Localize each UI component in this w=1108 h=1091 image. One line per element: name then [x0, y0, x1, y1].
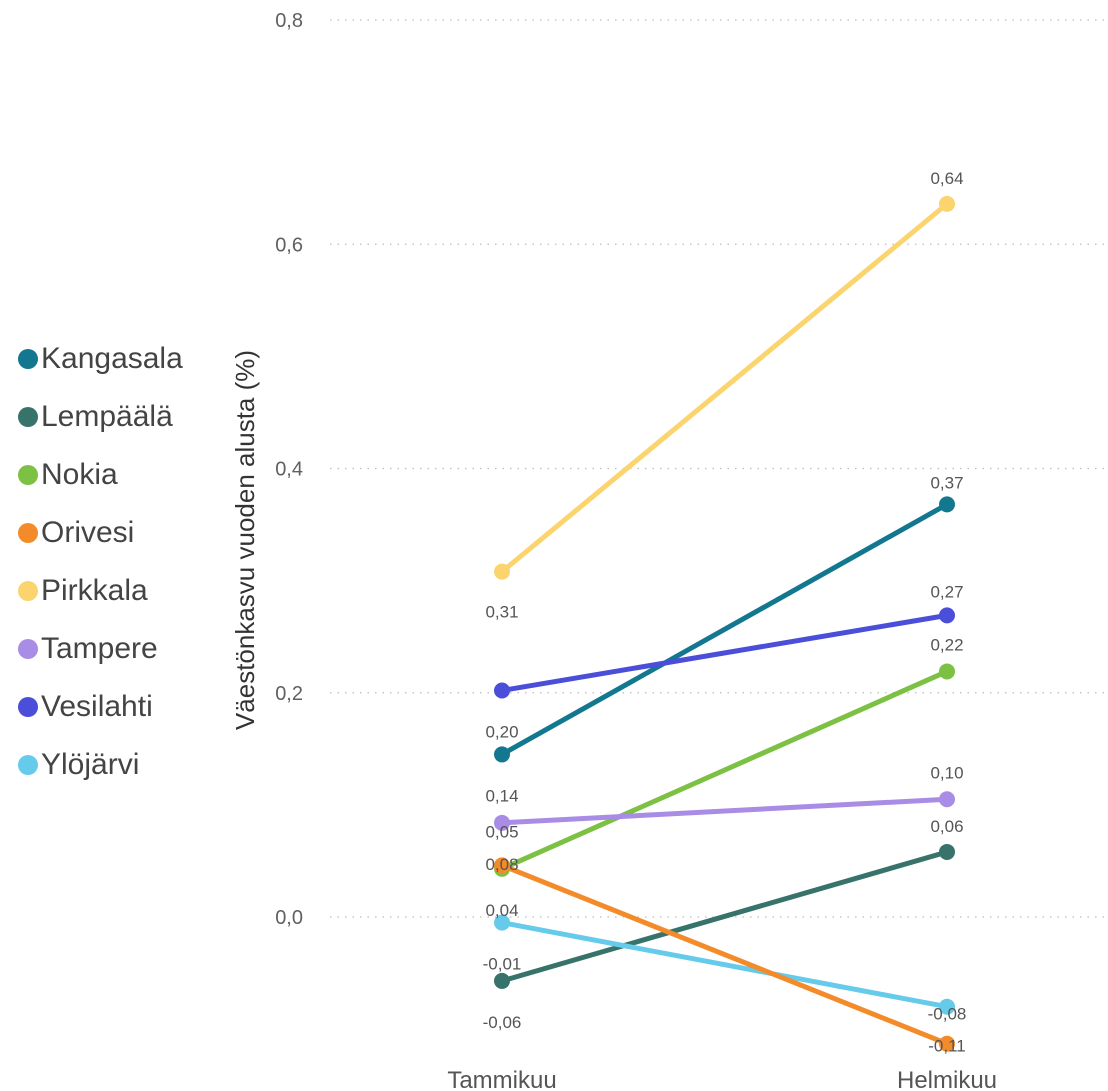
data-point[interactable]: [494, 746, 510, 763]
gridlines: [330, 19, 1108, 918]
legend-marker-tampere: [18, 639, 38, 659]
legend-item-kangasala[interactable]: Kangasala: [18, 330, 183, 388]
data-point[interactable]: [939, 195, 955, 212]
data-point[interactable]: [494, 563, 510, 580]
legend-label-vesilahti: Vesilahti: [41, 690, 153, 723]
legend-item-lempaala[interactable]: Lempäälä: [18, 388, 183, 446]
series-line: [499, 862, 950, 1047]
legend-marker-kangasala: [18, 349, 38, 369]
legend-label-orivesi: Orivesi: [41, 516, 135, 549]
data-point[interactable]: [494, 914, 510, 931]
data-label: 0,14: [485, 786, 518, 805]
data-point[interactable]: [494, 814, 510, 831]
y-axis-ticks: 0,0 0,2 0,4 0,6 0,8: [275, 10, 303, 929]
series-kangasala: [494, 496, 955, 763]
y-tick-label: 0,0: [275, 907, 303, 929]
y-axis-title: Väestönkasvu vuoden alusta (%): [230, 350, 260, 730]
legend-item-pirkkala[interactable]: Pirkkala: [18, 562, 183, 620]
data-label: 0,27: [930, 582, 963, 601]
legend-item-tampere[interactable]: Tampere: [18, 620, 183, 678]
y-tick-label: 0,8: [275, 10, 303, 32]
legend: Kangasala Lempäälä Nokia Orivesi Pirkkal…: [18, 330, 183, 794]
legend-item-ylojarvi[interactable]: Ylöjärvi: [18, 736, 183, 794]
data-point[interactable]: [939, 791, 955, 808]
legend-item-orivesi[interactable]: Orivesi: [18, 504, 183, 562]
legend-marker-lempaala: [18, 407, 38, 427]
x-axis-ticks: Tammikuu Helmikuu: [447, 1067, 997, 1091]
series-ylöjärvi: [494, 914, 955, 1015]
series-line: [499, 201, 950, 575]
series-vesilahti: [494, 607, 955, 699]
data-point[interactable]: [939, 496, 955, 513]
data-label: 0,64: [930, 169, 963, 188]
x-tick-label: Tammikuu: [447, 1067, 556, 1091]
series-line: [499, 796, 950, 826]
data-label: 0,22: [930, 635, 963, 654]
series-lempäälä: [494, 843, 955, 989]
data-point[interactable]: [939, 998, 955, 1015]
legend-marker-orivesi: [18, 523, 38, 543]
data-point[interactable]: [939, 607, 955, 624]
series-tampere: [494, 791, 955, 831]
series-nokia: [494, 663, 955, 877]
data-label: -0,11: [928, 1037, 966, 1056]
series-line: [499, 668, 950, 872]
series-line: [499, 920, 950, 1010]
legend-marker-ylojarvi: [18, 755, 38, 775]
data-label: 0,20: [485, 723, 518, 742]
legend-marker-nokia: [18, 465, 38, 485]
legend-label-tampere: Tampere: [41, 632, 158, 665]
data-labels: 0,14 0,37 -0,06 0,06 0,04 0,22 0,05 -0,11 0,31 0,…: [483, 169, 967, 1056]
series-lines: [494, 195, 955, 1052]
series-line: [499, 849, 950, 984]
legend-item-nokia[interactable]: Nokia: [18, 446, 183, 504]
legend-label-nokia: Nokia: [41, 458, 118, 491]
data-point[interactable]: [939, 1035, 955, 1052]
legend-marker-pirkkala: [18, 581, 38, 601]
legend-marker-vesilahti: [18, 697, 38, 717]
data-label: -0,01: [483, 955, 522, 974]
data-label: 0,05: [485, 822, 518, 841]
legend-label-ylojarvi: Ylöjärvi: [41, 748, 140, 781]
data-point[interactable]: [494, 857, 510, 874]
y-tick-label: 0,6: [275, 234, 303, 256]
x-tick-label: Helmikuu: [897, 1067, 997, 1091]
series-line: [499, 501, 950, 757]
data-label: 0,08: [485, 855, 518, 874]
y-tick-label: 0,2: [275, 683, 303, 705]
data-point[interactable]: [939, 843, 955, 860]
data-label: -0,08: [928, 1005, 967, 1024]
legend-item-vesilahti[interactable]: Vesilahti: [18, 678, 183, 736]
series-pirkkala: [494, 195, 955, 580]
data-label: -0,06: [483, 1013, 522, 1032]
data-label: 0,37: [930, 473, 963, 492]
data-point[interactable]: [939, 663, 955, 680]
data-label: 0,06: [930, 817, 963, 836]
data-label: 0,31: [485, 603, 518, 622]
series-orivesi: [494, 857, 955, 1052]
series-line: [499, 612, 950, 694]
data-label: 0,04: [485, 901, 518, 920]
data-point[interactable]: [494, 682, 510, 699]
legend-label-kangasala: Kangasala: [41, 342, 183, 375]
legend-label-pirkkala: Pirkkala: [41, 574, 148, 607]
legend-label-lempaala: Lempäälä: [41, 400, 173, 433]
data-point[interactable]: [494, 972, 510, 989]
data-label: 0,10: [930, 763, 963, 782]
y-tick-label: 0,4: [275, 459, 303, 481]
